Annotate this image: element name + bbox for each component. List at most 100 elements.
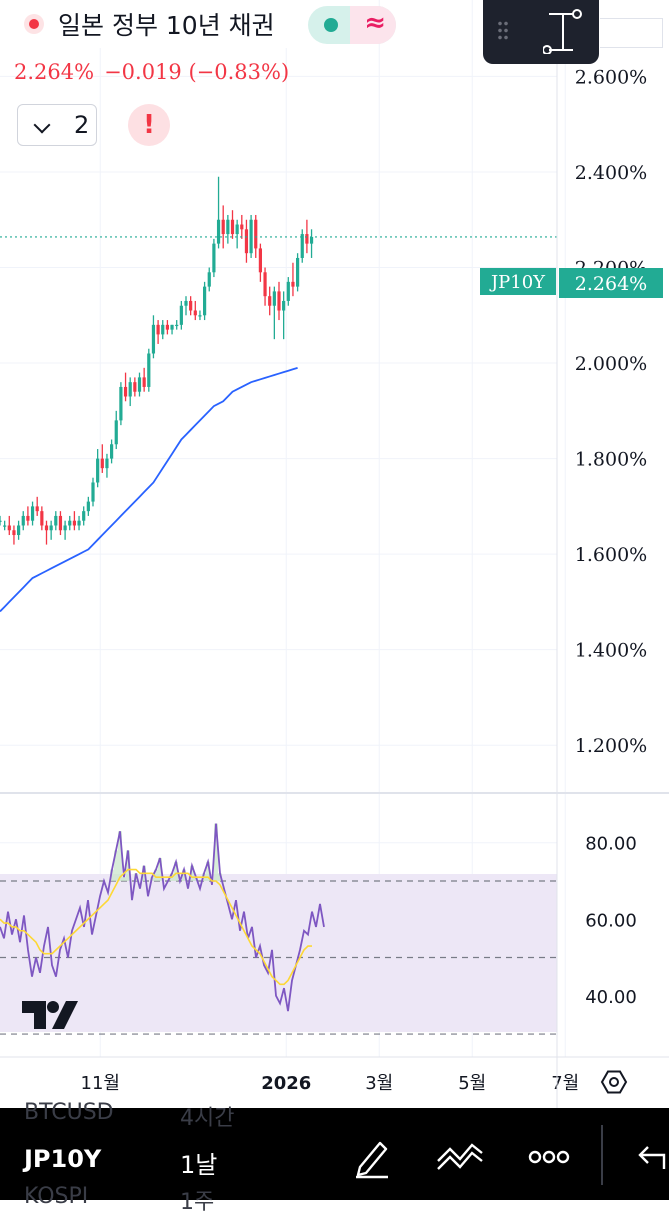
candle-body: [240, 224, 244, 230]
live-dot-icon: [324, 18, 338, 32]
candle-body: [268, 296, 272, 306]
candle-body: [100, 458, 104, 469]
data-status-pill[interactable]: ≈: [308, 6, 396, 44]
candle-body: [161, 324, 165, 335]
watchlist-prev-symbol[interactable]: BTCUSD: [24, 1100, 114, 1125]
symbol-tag-text: JP10Y: [489, 272, 546, 293]
candle-body: [277, 291, 281, 311]
price-change: −0.019 (−0.83%): [104, 60, 290, 84]
alert-icon[interactable]: !: [128, 104, 170, 146]
candle-body: [91, 482, 95, 502]
rsi-tick-label: 80.00: [585, 834, 637, 855]
candle-body: [119, 386, 123, 421]
candle-body: [96, 458, 100, 483]
candle-body: [254, 219, 258, 249]
rsi-overbought-area: [154, 869, 158, 881]
header-background: [0, 0, 298, 48]
candle-body: [142, 377, 146, 387]
time-tick-label: 5월: [458, 1073, 486, 1094]
candle-body: [175, 324, 179, 327]
chevron-down-icon: [33, 116, 51, 134]
candle-body: [82, 511, 86, 521]
candle-body: [105, 458, 109, 469]
more-icon[interactable]: [527, 1135, 571, 1179]
price-tick-label: 2.400%: [575, 162, 647, 184]
candle-body: [263, 272, 267, 297]
watchlist-next-symbol[interactable]: KOSPI: [24, 1184, 89, 1209]
candle-body: [68, 520, 72, 526]
rsi-tick-label: 60.00: [585, 910, 637, 931]
candle-body: [296, 257, 300, 287]
candle-body: [72, 520, 76, 526]
rsi-overbought-area: [114, 850, 118, 881]
delayed-data-icon: ≈: [364, 8, 386, 38]
moving-average-line: [0, 366, 298, 613]
drag-handle-icon[interactable]: [497, 20, 509, 42]
back-icon[interactable]: [628, 1135, 668, 1179]
symbol-title[interactable]: 일본 정부 10년 채권: [58, 11, 275, 40]
candle-body: [309, 236, 314, 244]
price-axis[interactable]: 2.600%2.400%2.200%2.000%1.800%1.600%1.40…: [575, 66, 647, 757]
price-tick-label: 1.600%: [575, 544, 647, 566]
price-chart[interactable]: 2.600%2.400%2.200%2.000%1.800%1.600%1.40…: [0, 0, 669, 1108]
measure-icon[interactable]: [543, 6, 583, 54]
candle-body: [58, 515, 63, 531]
pill-right-half: [350, 6, 396, 44]
rsi-overbought-area: [182, 869, 186, 881]
candle-body: [147, 353, 151, 387]
candle-body: [305, 234, 309, 244]
rsi-overbought-area: [174, 861, 178, 881]
candle-body: [198, 315, 202, 317]
rsi-overbought-area: [122, 877, 126, 881]
symbol-tag-bg: [480, 268, 556, 295]
price-line: 2.264% −0.019 (−0.83%): [14, 60, 289, 84]
candle-body: [258, 248, 262, 273]
collapse-indicators-button[interactable]: 2: [17, 104, 97, 146]
watchlist-prev-interval[interactable]: 4시간: [180, 1106, 235, 1131]
candle-body: [12, 530, 16, 536]
candle-body: [128, 382, 132, 397]
floating-drawing-toolbar[interactable]: [483, 0, 599, 64]
settings-gear-icon[interactable]: [600, 1070, 628, 1094]
watchlist-next-interval[interactable]: 1주: [180, 1190, 215, 1215]
time-axis[interactable]: 11월 2026 3월 5월 7월: [81, 1073, 580, 1094]
rsi-overbought-area: [218, 873, 222, 881]
current-symbol[interactable]: JP10Y: [24, 1145, 102, 1173]
time-tick-label: 3월: [365, 1073, 393, 1094]
price-tick-label: 1.400%: [575, 640, 647, 662]
candle-body: [133, 382, 137, 392]
candle-body: [17, 525, 21, 536]
rsi-overbought-area: [190, 865, 194, 881]
rsi-overbought-area: [214, 823, 218, 881]
price-tick-label: 1.800%: [575, 449, 647, 471]
candle-body: [21, 515, 25, 526]
rsi-ma-line: [0, 868, 312, 986]
price-tick-label: 2.600%: [575, 66, 647, 88]
rsi-tick-label: 40.00: [585, 987, 637, 1008]
candle-body: [230, 219, 235, 235]
price-tag-text: 2.264%: [575, 273, 647, 295]
last-price: 2.264%: [14, 60, 95, 84]
market-status-icon[interactable]: [24, 14, 44, 34]
rsi-overbought-area: [206, 861, 210, 881]
candle-body: [203, 286, 207, 316]
indicators-icon[interactable]: [436, 1135, 484, 1179]
candle-body: [44, 525, 49, 531]
candlestick-series: [0, 176, 314, 545]
candle-body: [235, 224, 239, 235]
price-tick-label: 1.200%: [575, 735, 647, 757]
candle-body: [137, 377, 142, 392]
candle-body: [170, 324, 174, 330]
current-interval[interactable]: 1날: [180, 1151, 218, 1179]
rsi-axis[interactable]: 80.00 60.00 40.00: [585, 834, 637, 1008]
candle-body: [35, 506, 39, 512]
candle-body: [207, 272, 211, 287]
rsi-overbought-area: [110, 869, 114, 881]
price-tick-label: 2.000%: [575, 353, 647, 375]
pencil-icon[interactable]: [352, 1135, 392, 1179]
candle-body: [77, 520, 81, 526]
candle-body: [49, 525, 53, 531]
candle-body: [26, 515, 30, 521]
candle-body: [221, 219, 225, 235]
rsi-overbought-area: [126, 850, 130, 881]
